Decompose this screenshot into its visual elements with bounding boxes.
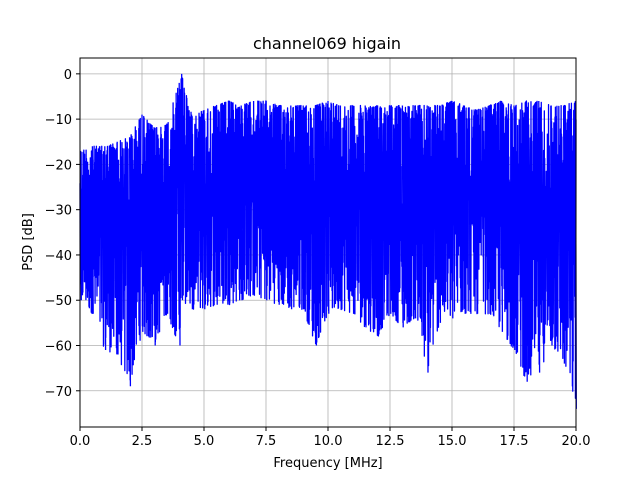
y-tick-label: −50 [45,294,72,309]
x-axis-ticks: 0.0 2.5 5.0 7.5 10.0 12.5 15.0 17.5 20.0 [70,427,591,449]
plot-area [79,73,577,409]
y-tick-label: −60 [45,340,72,355]
y-axis-label: PSD [dB] [21,213,36,271]
y-axis-ticks: 0 −10 −20 −30 −40 −50 −60 −70 [45,68,80,400]
x-tick-label: 7.5 [256,434,277,449]
x-tick-label: 10.0 [314,434,343,449]
x-tick-label: 17.5 [500,434,529,449]
x-tick-label: 5.0 [194,434,215,449]
x-tick-label: 12.5 [376,434,405,449]
x-tick-label: 2.5 [132,434,153,449]
y-tick-label: 0 [64,68,72,83]
chart-title: channel069 higain [253,34,401,53]
y-tick-label: −40 [45,249,72,264]
x-axis-label: Frequency [MHz] [273,456,382,471]
x-tick-label: 15.0 [438,434,467,449]
y-tick-label: −30 [45,204,72,219]
y-tick-label: −10 [45,113,72,128]
psd-series-line [79,73,577,409]
x-tick-label: 20.0 [562,434,591,449]
x-tick-label: 0.0 [70,434,91,449]
y-tick-label: −70 [45,385,72,400]
y-tick-label: −20 [45,158,72,173]
